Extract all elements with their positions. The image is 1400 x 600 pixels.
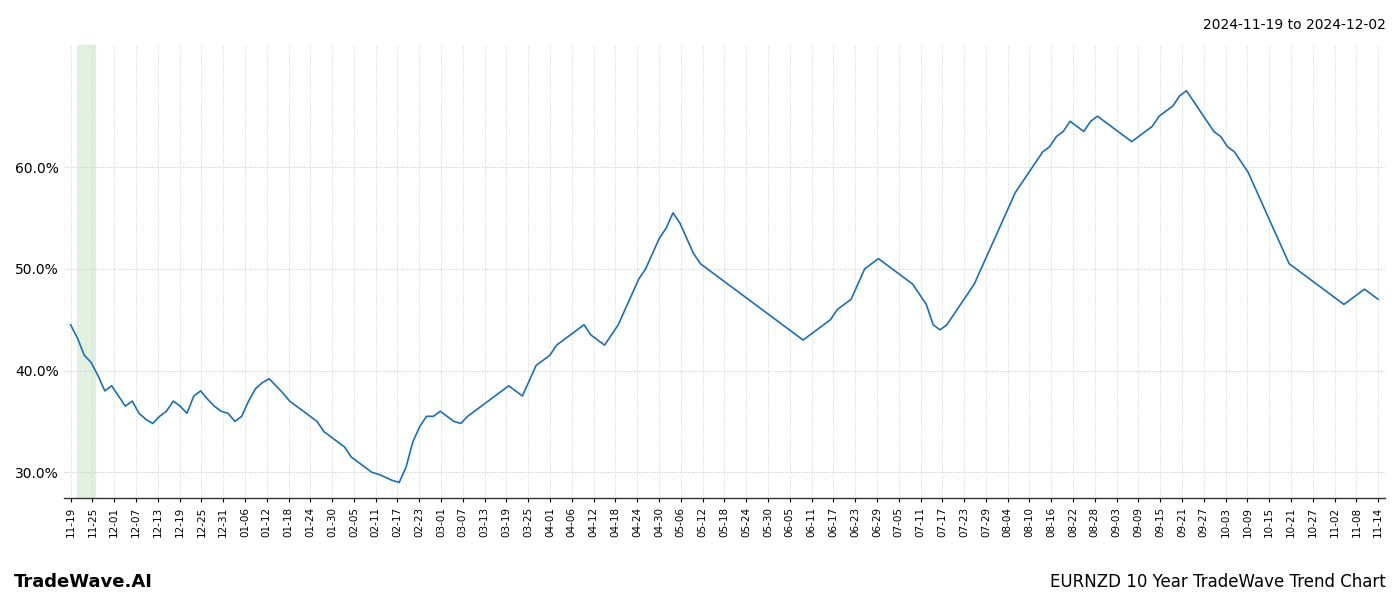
Text: TradeWave.AI: TradeWave.AI [14, 573, 153, 591]
Bar [77, 45, 95, 498]
Text: 2024-11-19 to 2024-12-02: 2024-11-19 to 2024-12-02 [1203, 18, 1386, 32]
Text: EURNZD 10 Year TradeWave Trend Chart: EURNZD 10 Year TradeWave Trend Chart [1050, 573, 1386, 591]
